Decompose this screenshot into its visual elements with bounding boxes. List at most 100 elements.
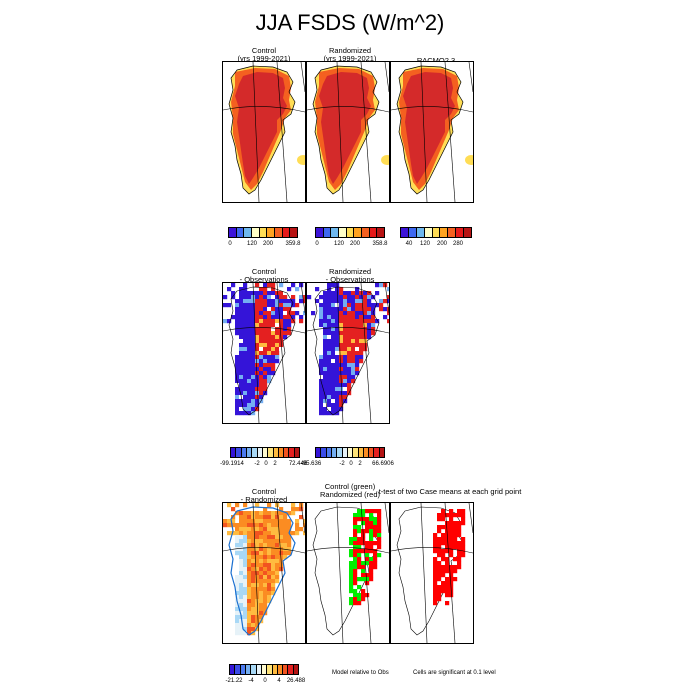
colorbar-control-minus-randomized-swatch bbox=[267, 665, 273, 674]
ice-sheet bbox=[235, 72, 287, 184]
colorbar-ticks-control-minus-randomized: -21.22 -4 0 4 26.488 bbox=[225, 678, 306, 684]
colorbar-control-minus-obs-swatch bbox=[246, 448, 253, 457]
colorbar-randomized-minus-obs-swatch bbox=[331, 448, 338, 457]
colorbar-ticks-racmo: 40 120 200 280 bbox=[405, 241, 464, 247]
colorbar-control bbox=[228, 227, 298, 238]
colorbar-ticks-randomized-minus-obs: -95.636 -2 0 2 66.6906 bbox=[300, 461, 394, 467]
panel-title-control-minus-randomized: Control - Randomized bbox=[240, 487, 288, 504]
graticule bbox=[223, 62, 305, 202]
panel-title-racmo: RACMO2.3 bbox=[386, 57, 486, 65]
map-control-minus-randomized bbox=[222, 502, 306, 644]
colorbar-control-minus-obs-swatch bbox=[289, 448, 295, 457]
note-significance: Cells are significant at 0.1 level bbox=[413, 670, 496, 676]
colorbar-control-swatch bbox=[267, 228, 276, 237]
colorbar-randomized-swatch bbox=[339, 228, 347, 237]
colorbar-control-minus-obs-swatch bbox=[273, 448, 279, 457]
colorbar-ticks-randomized: 0 120 200 358.8 bbox=[315, 241, 388, 247]
map-racmo bbox=[390, 61, 474, 203]
colorbar-randomized-swatch bbox=[369, 228, 378, 237]
colorbar-randomized-minus-obs-swatch bbox=[316, 448, 322, 457]
graticule bbox=[307, 283, 389, 423]
colorbar-racmo-swatch bbox=[416, 228, 425, 237]
colorbar-control-swatch bbox=[236, 228, 245, 237]
colorbar-randomized-swatch bbox=[377, 228, 385, 237]
colorbar-control-minus-randomized-swatch bbox=[293, 665, 299, 674]
colorbar-control-minus-randomized-swatch bbox=[245, 665, 252, 674]
colorbar-control-minus-obs-swatch bbox=[262, 448, 269, 457]
island bbox=[465, 155, 473, 165]
graticule bbox=[391, 62, 473, 202]
coastline bbox=[396, 65, 464, 195]
panel-title-randomized-minus-obs: Randomized - Observations bbox=[325, 267, 375, 284]
colorbar-control-swatch bbox=[259, 228, 268, 237]
colorbar-control-minus-randomized-swatch bbox=[256, 665, 262, 674]
panel-title-ttest: t-test of two Case means at each grid po… bbox=[378, 487, 522, 496]
colorbar-control-swatch bbox=[229, 228, 237, 237]
colorbar-randomized-swatch bbox=[331, 228, 340, 237]
significant-cells bbox=[349, 509, 382, 606]
colorbar-randomized-swatch bbox=[316, 228, 324, 237]
colorbar-randomized-minus-obs-swatch bbox=[374, 448, 380, 457]
colorbar-control-swatch bbox=[282, 228, 291, 237]
grid-cells bbox=[307, 283, 389, 416]
colorbar-control-minus-randomized-swatch bbox=[283, 665, 289, 674]
coastline bbox=[312, 65, 380, 195]
grid-cells bbox=[223, 283, 305, 416]
coastline bbox=[228, 65, 296, 195]
colorbar-control-minus-randomized-swatch bbox=[288, 665, 294, 674]
colorbar-racmo-swatch bbox=[456, 228, 465, 237]
map-control-minus-obs bbox=[222, 282, 306, 424]
map-green-red bbox=[306, 502, 390, 644]
colorbar-racmo-swatch bbox=[424, 228, 433, 237]
island bbox=[297, 155, 305, 165]
colorbar-control-minus-randomized-swatch bbox=[235, 665, 241, 674]
panel-title-green-red: Control (green) Randomized (red) bbox=[319, 482, 381, 499]
island bbox=[381, 155, 389, 165]
colorbar-control-swatch bbox=[252, 228, 260, 237]
colorbar-racmo-swatch bbox=[448, 228, 457, 237]
panel-title-control: Control (yrs 1999-2021) bbox=[237, 46, 291, 63]
colorbar-randomized-swatch bbox=[362, 228, 370, 237]
colorbar-control-minus-obs-swatch bbox=[284, 448, 290, 457]
colorbar-racmo-swatch bbox=[440, 228, 449, 237]
map-randomized-minus-obs bbox=[306, 282, 390, 424]
colorbar-racmo-swatch bbox=[401, 228, 409, 237]
colorbar-control-minus-randomized-swatch bbox=[277, 665, 284, 674]
coastline bbox=[228, 286, 296, 416]
graticule bbox=[307, 503, 389, 643]
ice-sheet bbox=[319, 72, 371, 184]
colorbar-control-minus-randomized-swatch bbox=[251, 665, 257, 674]
colorbar-control-minus-obs-swatch bbox=[231, 448, 237, 457]
colorbar-control-minus-randomized-swatch bbox=[272, 665, 278, 674]
colorbar-randomized-minus-obs-swatch bbox=[369, 448, 375, 457]
colorbar-randomized-minus-obs bbox=[315, 447, 385, 458]
colorbar-control-swatch bbox=[244, 228, 253, 237]
colorbar-control-minus-obs-swatch bbox=[268, 448, 274, 457]
graticule bbox=[223, 503, 305, 643]
colorbar-randomized-minus-obs-swatch bbox=[321, 448, 327, 457]
colorbar-control-minus-obs-swatch bbox=[252, 448, 258, 457]
colorbar-control-minus-obs-swatch bbox=[236, 448, 242, 457]
colorbar-control-swatch bbox=[290, 228, 298, 237]
colorbar-control-minus-obs-swatch bbox=[241, 448, 247, 457]
colorbar-randomized-swatch bbox=[354, 228, 363, 237]
colorbar-randomized-minus-obs-swatch bbox=[326, 448, 332, 457]
colorbar-randomized-minus-obs-swatch bbox=[353, 448, 359, 457]
colorbar-randomized-minus-obs-swatch bbox=[363, 448, 370, 457]
colorbar-racmo-swatch bbox=[432, 228, 441, 237]
coastline bbox=[312, 286, 380, 416]
colorbar-control-minus-obs-swatch bbox=[278, 448, 285, 457]
colorbar-control-minus-randomized-swatch bbox=[230, 665, 236, 674]
graticule bbox=[307, 62, 389, 202]
graticule bbox=[391, 503, 473, 643]
coastline bbox=[228, 506, 296, 636]
panel-title-control-minus-obs: Control - Observations bbox=[239, 267, 289, 284]
colorbar-ticks-control: 0 120 200 359.8 bbox=[228, 241, 301, 247]
colorbar-control-swatch bbox=[275, 228, 283, 237]
colorbar-control-minus-obs-swatch bbox=[294, 448, 300, 457]
colorbar-randomized-minus-obs-swatch bbox=[379, 448, 385, 457]
colorbar-racmo-swatch bbox=[464, 228, 472, 237]
colorbar-control-minus-randomized-swatch bbox=[240, 665, 246, 674]
map-significance bbox=[390, 502, 474, 644]
colorbar-randomized-minus-obs-swatch bbox=[347, 448, 354, 457]
